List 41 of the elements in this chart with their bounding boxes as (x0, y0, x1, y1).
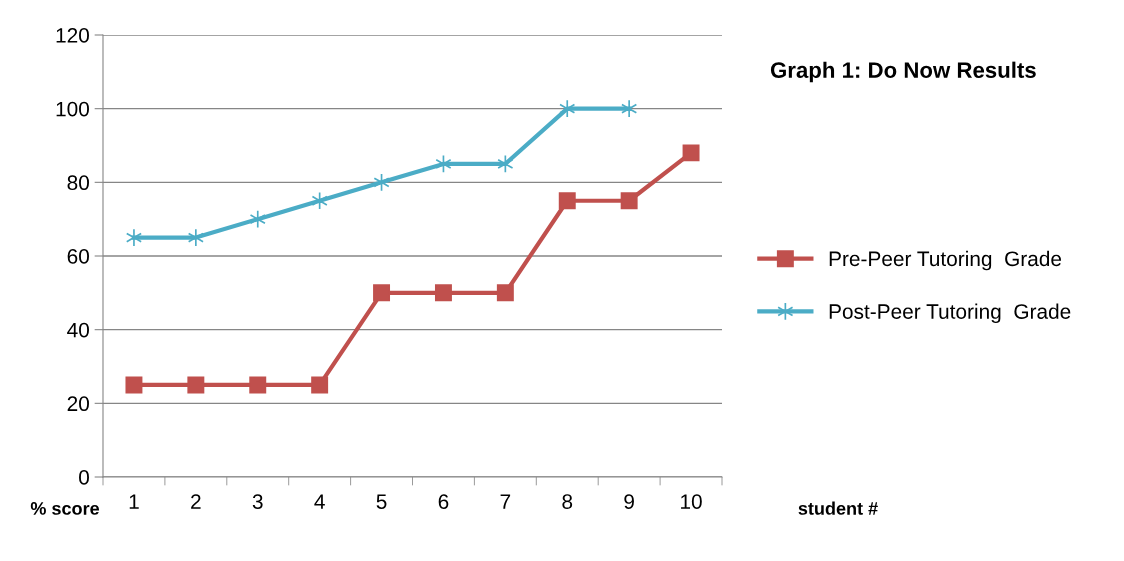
point (373, 173, 390, 192)
y-axis-title: % score (30, 502, 100, 515)
point (249, 209, 266, 229)
x-tick-label: 2 (191, 494, 201, 509)
point (620, 192, 638, 210)
y-tick-label: 100 (56, 101, 89, 117)
x-tick-label: 7 (500, 494, 511, 509)
point (187, 376, 205, 394)
x-tick-label: 4 (314, 494, 325, 509)
point (311, 376, 329, 394)
point (496, 284, 514, 302)
y-tick-label: 60 (67, 249, 89, 264)
x-tick-label: 10 (681, 494, 702, 509)
point (373, 284, 391, 302)
x-tick-label: 9 (624, 494, 634, 509)
legend-label: Pre-Peer Tutoring Grade (829, 250, 1062, 271)
legend-label: Post-Peer Tutoring Grade (829, 303, 1071, 324)
x-tick-label: 3 (252, 494, 263, 509)
point (125, 376, 143, 394)
point (435, 154, 452, 174)
y-tick-label: 20 (67, 396, 89, 412)
text: Graph 1: Do Now Results (770, 61, 1036, 83)
x-tick-label: 1 (129, 494, 139, 509)
y-tick-label: 120 (56, 28, 89, 43)
point (682, 144, 700, 162)
y-tick-label: 0 (79, 470, 89, 485)
x-tick-label: 6 (438, 494, 449, 509)
y-tick-label: 80 (67, 175, 89, 191)
point (559, 99, 576, 118)
x-tick-label: 5 (376, 494, 387, 509)
x-tick-label: 8 (562, 494, 573, 509)
point (187, 228, 204, 247)
point (125, 228, 143, 247)
point (434, 284, 452, 302)
point (558, 192, 576, 210)
x-axis-title: student # (798, 501, 878, 515)
point (311, 191, 328, 210)
point (497, 154, 514, 174)
point (621, 99, 638, 118)
point (249, 376, 267, 394)
y-tick-label: 40 (67, 322, 89, 338)
